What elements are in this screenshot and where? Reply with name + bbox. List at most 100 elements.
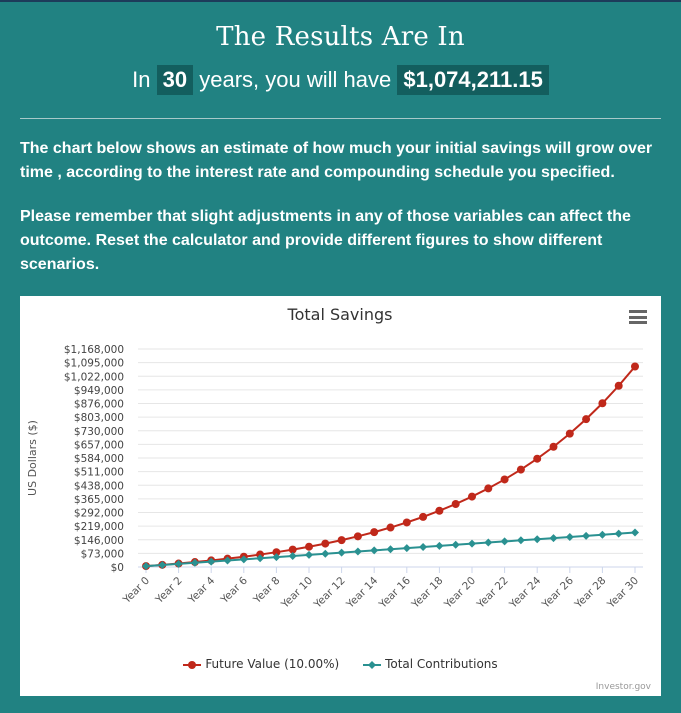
data-point: [386, 523, 395, 532]
years-value: 30: [156, 65, 194, 95]
x-tick-label: Year 16: [376, 574, 413, 611]
x-tick-label: Year 24: [507, 574, 544, 611]
y-tick-label: $730,000: [74, 426, 124, 438]
chart-credit[interactable]: Investor.gov: [595, 682, 651, 692]
y-tick-label: $949,000: [74, 385, 124, 397]
data-point: [337, 548, 346, 557]
chart-plot: Total Savings $0 $73,000$146,000 $219,000$2…: [26, 305, 643, 612]
data-point: [272, 553, 281, 562]
x-tick-label: Year 22: [474, 575, 511, 612]
data-point: [370, 528, 379, 537]
data-point: [386, 545, 395, 554]
data-point: [631, 528, 639, 537]
x-tick-label: Year 26: [539, 574, 576, 611]
data-point: [484, 484, 493, 493]
data-point: [468, 539, 476, 548]
data-point: [565, 429, 574, 438]
page-title: The Results Are In: [216, 22, 465, 52]
x-tick-label: Year 28: [572, 575, 609, 612]
data-point: [516, 536, 525, 545]
data-point: [598, 530, 607, 539]
data-point: [142, 562, 150, 571]
x-tick-label: Year 0: [120, 575, 152, 607]
x-tick-label: Year 8: [251, 575, 283, 607]
data-point: [631, 362, 639, 371]
y-tick-label: $876,000: [74, 399, 124, 411]
x-tick-label: Year 4: [185, 574, 217, 606]
total-amount: $1,074,211.15: [397, 65, 549, 95]
data-point: [582, 415, 591, 424]
chart-legend: Future Value (10.00%) Total Contribution…: [20, 657, 661, 671]
data-point: [549, 442, 558, 451]
data-point: [402, 544, 411, 553]
y-tick-label: $73,000: [81, 548, 124, 560]
data-point: [419, 543, 428, 552]
data-point: [451, 540, 460, 549]
y-tick-label: $219,000: [74, 521, 124, 533]
legend-label: Future Value (10.00%): [205, 657, 340, 671]
data-point: [598, 399, 607, 408]
summary-middle: years, you will have: [199, 67, 392, 92]
data-point: [288, 545, 297, 554]
disclaimer-text: Please remember that slight adjustments …: [20, 208, 631, 273]
legend-circle-marker-icon: [183, 660, 202, 669]
legend-diamond-marker-icon: [363, 660, 382, 669]
data-point: [207, 557, 216, 566]
y-tick-label: $0: [111, 562, 124, 574]
data-point: [451, 500, 460, 509]
data-point: [435, 506, 444, 515]
data-point: [435, 541, 444, 550]
x-tick-label: Year 20: [441, 575, 478, 612]
data-point: [288, 551, 297, 560]
data-point: [402, 518, 411, 527]
data-point: [305, 550, 313, 559]
data-point: [500, 475, 509, 484]
x-tick-label: Year 10: [278, 575, 315, 612]
data-point: [174, 559, 183, 568]
data-point: [549, 534, 558, 543]
hamburger-menu-icon[interactable]: [629, 310, 647, 324]
data-point: [516, 465, 525, 474]
data-point: [223, 556, 232, 565]
data-point: [305, 542, 313, 551]
data-point: [272, 548, 281, 557]
y-tick-label: $146,000: [74, 535, 124, 547]
y-tick-label: $584,000: [74, 453, 124, 465]
data-point: [468, 492, 476, 501]
data-point: [484, 538, 493, 547]
chart-description: The chart below shows an estimate of how…: [20, 140, 653, 181]
total-savings-chart: Total Savings $0 $73,000 $146,000 $219,000 $2…: [20, 296, 661, 696]
data-point: [533, 535, 542, 544]
data-point: [419, 512, 428, 521]
y-tick-label: $511,000: [74, 467, 124, 479]
data-point: [353, 547, 362, 556]
data-point: [614, 529, 623, 538]
y-tick-label: $292,000: [74, 508, 124, 520]
y-tick-label: $657,000: [74, 439, 124, 451]
x-tick-label: Year 14: [344, 574, 381, 611]
data-point: [158, 560, 167, 569]
data-point: [321, 549, 330, 558]
y-tick-label: $803,000: [74, 412, 124, 424]
chart-title: Total Savings: [287, 305, 393, 324]
legend-future-value[interactable]: Future Value (10.00%): [183, 657, 339, 671]
y-tick-label: $1,168,000: [64, 344, 124, 356]
y-axis-title: US Dollars ($): [26, 420, 39, 496]
y-tick-label: $438,000: [74, 480, 124, 492]
y-tick-label: $1,095,000: [64, 358, 124, 370]
y-tick-label: $365,000: [74, 494, 124, 506]
data-point: [565, 532, 574, 541]
data-point: [353, 532, 362, 541]
data-point: [614, 381, 623, 390]
x-tick-label: Year 12: [311, 575, 348, 612]
data-point: [256, 554, 265, 563]
results-summary: In 30 years, you will have $1,074,211.15: [0, 65, 681, 95]
legend-label: Total Contributions: [385, 657, 498, 671]
summary-prefix: In: [132, 67, 151, 92]
data-point: [370, 546, 379, 555]
x-tick-label: Year 18: [409, 575, 446, 612]
data-point: [500, 537, 509, 546]
data-point: [582, 531, 591, 540]
y-tick-label: $1,022,000: [64, 371, 124, 383]
legend-total-contributions[interactable]: Total Contributions: [363, 657, 498, 671]
